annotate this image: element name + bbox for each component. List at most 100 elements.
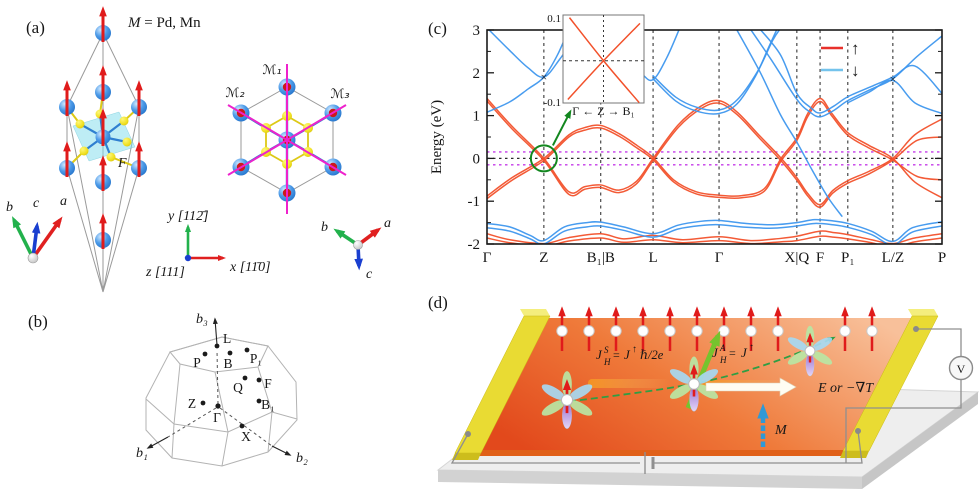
weyl-arrow <box>551 109 572 146</box>
band-dn-2 <box>487 30 570 113</box>
kpoint-label-F: F <box>816 250 824 266</box>
kpoint-label-Z: Z <box>539 250 548 266</box>
panel-label-d: (d) <box>428 293 448 312</box>
panel-band-structure: (c) Energy (eV) -2 -1 0 1 2 3 Γ Z B₁|B L Γ X|Q F P₁ L/… <box>428 13 947 266</box>
lattice-axes-icon: b c a <box>6 194 67 264</box>
spin-current-beam <box>588 379 670 388</box>
band-dn-8 <box>847 79 942 115</box>
surface-electron-site <box>866 325 878 337</box>
bz-label-Gamma: Γ <box>213 410 221 425</box>
crossing-mark-1: × <box>889 72 896 86</box>
bz-label-Z: Z <box>188 396 196 411</box>
kpoint-label-L: L <box>648 250 657 266</box>
cartesian-frame-icon: y [112̄] x [11̄0] z [111] <box>145 209 271 280</box>
bz-axis-b3-label: b₃ <box>196 312 208 327</box>
bz-label-L: L <box>223 331 231 346</box>
bz-label-P1: P₁ <box>250 351 262 366</box>
bz-label-F: F <box>264 376 272 391</box>
panel-crystal-structure: (a) M = Pd, Mn F <box>6 6 391 293</box>
axis-c-label: c <box>33 196 40 211</box>
unit-cell-edges <box>66 32 140 293</box>
band-dn-7b <box>487 222 942 244</box>
bz-label-B: B <box>223 356 232 371</box>
f-bonds <box>66 91 140 169</box>
kpoint-label-B₁|B: B₁|B <box>587 250 615 266</box>
band-up-2b <box>487 100 942 200</box>
ytick-label: -2 <box>468 237 481 253</box>
band-up-2 <box>487 97 942 199</box>
legend-symbol-0: ↑ <box>851 39 860 58</box>
energy-axis-label: Energy (eV) <box>429 100 445 174</box>
mirror-3-label: ℳ₃ <box>330 87 349 102</box>
axis-y-label: y [112̄] <box>166 209 209 224</box>
surface-electron-site <box>745 325 757 337</box>
inset-ymax-label: 0.1 <box>547 13 561 25</box>
axis-a-label: a <box>60 194 67 209</box>
inset-content <box>563 15 644 103</box>
kpoint-label-P: P <box>938 250 946 266</box>
hex-axis-a-label: a <box>384 216 391 231</box>
band-up-3 <box>487 230 942 244</box>
ytick-label: 2 <box>473 66 481 82</box>
field-arrow <box>705 377 797 397</box>
voltmeter-label: V <box>957 362 966 376</box>
hexagonal-view: ℳ₁ ℳ₂ ℳ₃ <box>225 63 350 214</box>
circuit-wires <box>450 328 962 464</box>
surface-spin-row <box>556 306 878 351</box>
hex-axis-c-label: c <box>366 267 373 282</box>
plot-frame <box>486 29 943 245</box>
inset-frame <box>562 14 645 104</box>
surface-electron-site <box>664 325 676 337</box>
drive-field-label: E or −∇T <box>817 381 874 396</box>
bz-label-B1: B₁ <box>261 397 275 412</box>
weyl-inset: 0.1 -0.1 Γ ← Z → B₁ <box>544 13 645 118</box>
voltmeter-icon: V <box>948 355 974 381</box>
ytick-label: 3 <box>473 23 481 39</box>
kpoint-label-X|Q: X|Q <box>785 250 810 266</box>
surface-electron-site <box>583 325 595 337</box>
panel-label-a: (a) <box>26 18 45 37</box>
kpoint-label-L/Z: L/Z <box>882 250 905 266</box>
magnetization-label: M <box>774 423 788 438</box>
crossing-mark-0: × <box>540 70 547 84</box>
surface-electron-site <box>610 325 622 337</box>
surface-electron-site <box>772 325 784 337</box>
panel-brillouin-zone: (b) L P B P₁ Q F Z Γ B₁ X b₁ b₂ <box>28 312 308 467</box>
axis-ticks: -2 -1 0 1 2 3 Γ Z B₁|B L Γ X|Q F P₁ L/Z P <box>468 23 947 266</box>
bz-axis-b2-label: b₂ <box>296 451 308 466</box>
kpoint-label-P₁: P₁ <box>841 250 855 266</box>
band-dn-7 <box>487 218 942 243</box>
ytick-label: -1 <box>468 194 481 210</box>
kpoint-label-Γ: Γ <box>483 250 492 266</box>
axis-z-label: z [111] <box>145 265 185 280</box>
battery-icon <box>644 452 655 474</box>
axis-b-label: b <box>6 200 13 215</box>
band-lines <box>487 30 942 244</box>
bz-axes <box>146 317 292 456</box>
anomalous-hall-formula: J A H = J ↑ <box>712 339 754 366</box>
bz-wireframe <box>145 336 298 467</box>
mirror-lines-icon <box>227 64 347 214</box>
band-dn-5 <box>736 30 843 217</box>
axis-x-label: x [11̄0] <box>229 260 271 275</box>
bz-label-X: X <box>241 429 251 444</box>
inset-band-1 <box>567 22 641 100</box>
band-dn-6 <box>750 30 942 118</box>
bz-label-P: P <box>193 355 201 370</box>
legend-symbol-1: ↓ <box>851 61 860 80</box>
weyl-circle <box>529 144 558 173</box>
contact-dots <box>465 326 919 437</box>
spin-hall-formula: J S H = J ↑ ℏ/2e <box>596 340 664 368</box>
panel-label-b: (b) <box>28 312 48 331</box>
fluorine-label: F <box>117 156 127 171</box>
bz-label-Q: Q <box>233 380 243 395</box>
panel-label-c: (c) <box>428 19 447 38</box>
surface-electron-site <box>718 325 730 337</box>
legend: ↑↓ <box>821 39 860 80</box>
surface-electron-site <box>691 325 703 337</box>
surface-electron-site <box>556 325 568 337</box>
spin-arrows-icon <box>63 6 143 249</box>
reference-lines <box>487 151 942 166</box>
